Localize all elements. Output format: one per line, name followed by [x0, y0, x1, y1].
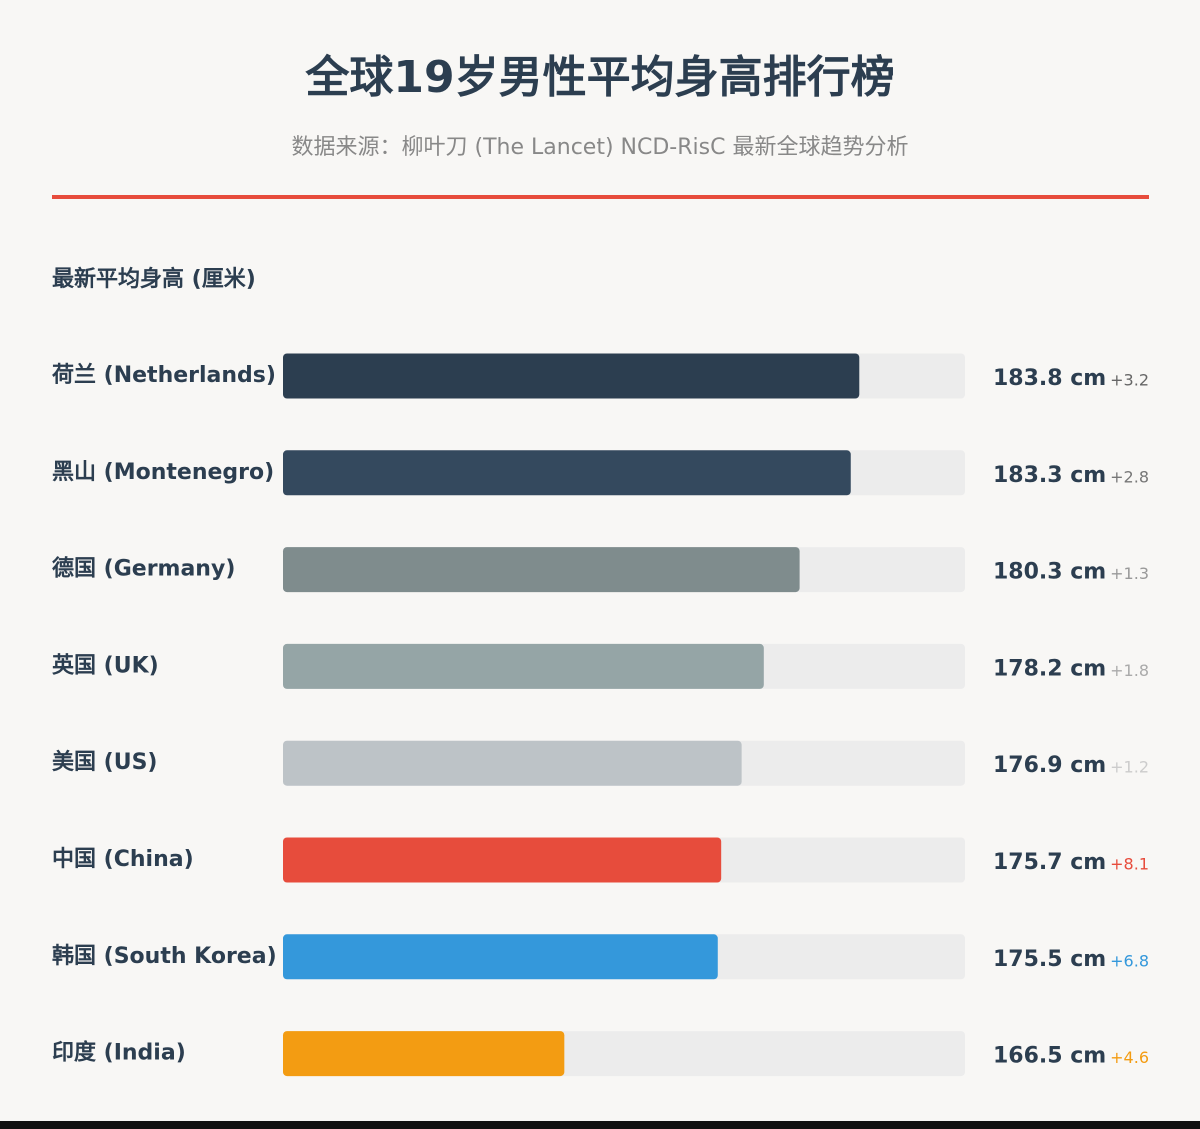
change-label: +1.8	[1110, 661, 1149, 680]
category-label: 英国 (UK)	[52, 653, 159, 678]
bar	[283, 353, 860, 399]
axis-label: 最新平均身高 (厘米)	[52, 266, 256, 292]
change-label: +2.8	[1110, 467, 1149, 486]
bar	[283, 450, 851, 496]
value-label: 166.5 cm	[993, 1044, 1106, 1069]
value-label: 178.2 cm	[993, 656, 1106, 681]
change-label: +1.2	[1110, 758, 1149, 777]
change-label: +1.3	[1110, 564, 1149, 583]
change-label: +6.8	[1110, 951, 1149, 970]
change-label: +8.1	[1110, 855, 1149, 874]
value-label: 176.9 cm	[993, 753, 1106, 778]
value-label: 183.8 cm	[993, 366, 1106, 391]
category-label: 德国 (Germany)	[52, 556, 235, 582]
value-label: 183.3 cm	[993, 463, 1106, 488]
divider	[52, 195, 1149, 199]
bar	[283, 643, 764, 689]
change-label: +4.6	[1110, 1048, 1149, 1067]
value-label: 175.7 cm	[993, 850, 1106, 875]
bottom-border	[0, 1121, 1200, 1129]
chart-subtitle: 数据来源：柳叶刀 (The Lancet) NCD-RisC 最新全球趋势分析	[292, 135, 909, 160]
category-label: 荷兰 (Netherlands)	[52, 362, 276, 388]
value-label: 175.5 cm	[993, 947, 1106, 972]
change-label: +3.2	[1110, 371, 1149, 390]
bar	[283, 934, 718, 980]
category-label: 印度 (India)	[52, 1040, 186, 1066]
value-label: 180.3 cm	[993, 560, 1106, 585]
category-label: 美国 (US)	[52, 749, 157, 775]
bar	[283, 740, 742, 786]
category-label: 黑山 (Montenegro)	[52, 460, 274, 485]
bar	[283, 1031, 565, 1077]
category-label: 中国 (China)	[52, 847, 194, 872]
chart-title: 全球19岁男性平均身高排行榜	[304, 52, 894, 103]
bar	[283, 837, 722, 883]
bar	[283, 547, 800, 593]
category-label: 韩国 (South Korea)	[52, 943, 277, 969]
